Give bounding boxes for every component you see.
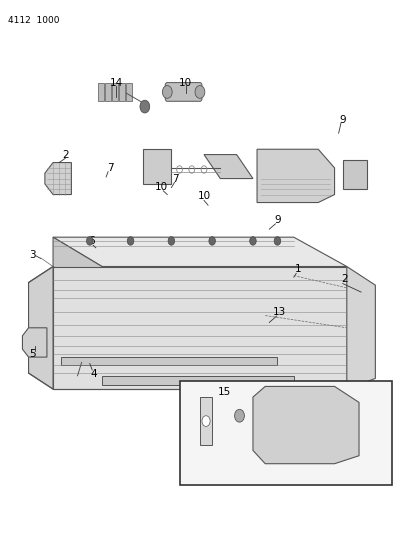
Circle shape — [235, 409, 244, 422]
Text: 15: 15 — [218, 387, 231, 397]
Text: 10: 10 — [179, 78, 192, 87]
Text: 5: 5 — [29, 350, 36, 359]
Polygon shape — [45, 163, 71, 195]
Polygon shape — [29, 266, 53, 389]
Text: 14: 14 — [110, 78, 123, 87]
Bar — [98, 83, 104, 101]
Text: 7: 7 — [172, 174, 179, 183]
Polygon shape — [257, 149, 335, 203]
Text: 2: 2 — [62, 150, 69, 159]
Polygon shape — [253, 386, 359, 464]
Circle shape — [250, 237, 256, 245]
Polygon shape — [102, 376, 294, 385]
Polygon shape — [143, 149, 171, 184]
Polygon shape — [53, 237, 102, 298]
Circle shape — [168, 237, 175, 245]
Text: 16: 16 — [269, 387, 282, 397]
Circle shape — [86, 237, 93, 245]
Circle shape — [202, 416, 210, 426]
Text: 10: 10 — [197, 191, 211, 201]
Polygon shape — [53, 237, 347, 266]
Polygon shape — [22, 328, 47, 357]
Polygon shape — [53, 266, 347, 389]
Text: 9: 9 — [274, 215, 281, 224]
Text: 6: 6 — [89, 236, 95, 246]
Text: 4: 4 — [91, 369, 97, 379]
Text: 9: 9 — [339, 115, 346, 125]
Text: 7: 7 — [107, 163, 113, 173]
Bar — [180, 381, 392, 485]
Text: 2: 2 — [341, 274, 348, 284]
Circle shape — [162, 85, 172, 99]
Bar — [119, 83, 125, 101]
Text: 1: 1 — [295, 264, 301, 274]
Polygon shape — [61, 357, 277, 365]
Circle shape — [209, 237, 215, 245]
Text: 17: 17 — [293, 387, 306, 397]
FancyBboxPatch shape — [165, 83, 202, 101]
Bar — [112, 83, 118, 101]
Text: 3: 3 — [29, 250, 36, 260]
Circle shape — [127, 237, 134, 245]
Circle shape — [195, 85, 205, 99]
Polygon shape — [200, 397, 212, 445]
Text: 13: 13 — [273, 307, 286, 317]
Text: 10: 10 — [155, 182, 168, 191]
Text: 4112  1000: 4112 1000 — [8, 16, 60, 25]
Bar — [105, 83, 111, 101]
Bar — [126, 83, 132, 101]
Circle shape — [274, 237, 281, 245]
Circle shape — [140, 100, 150, 113]
Polygon shape — [204, 155, 253, 179]
Polygon shape — [347, 266, 375, 389]
Polygon shape — [343, 160, 367, 189]
